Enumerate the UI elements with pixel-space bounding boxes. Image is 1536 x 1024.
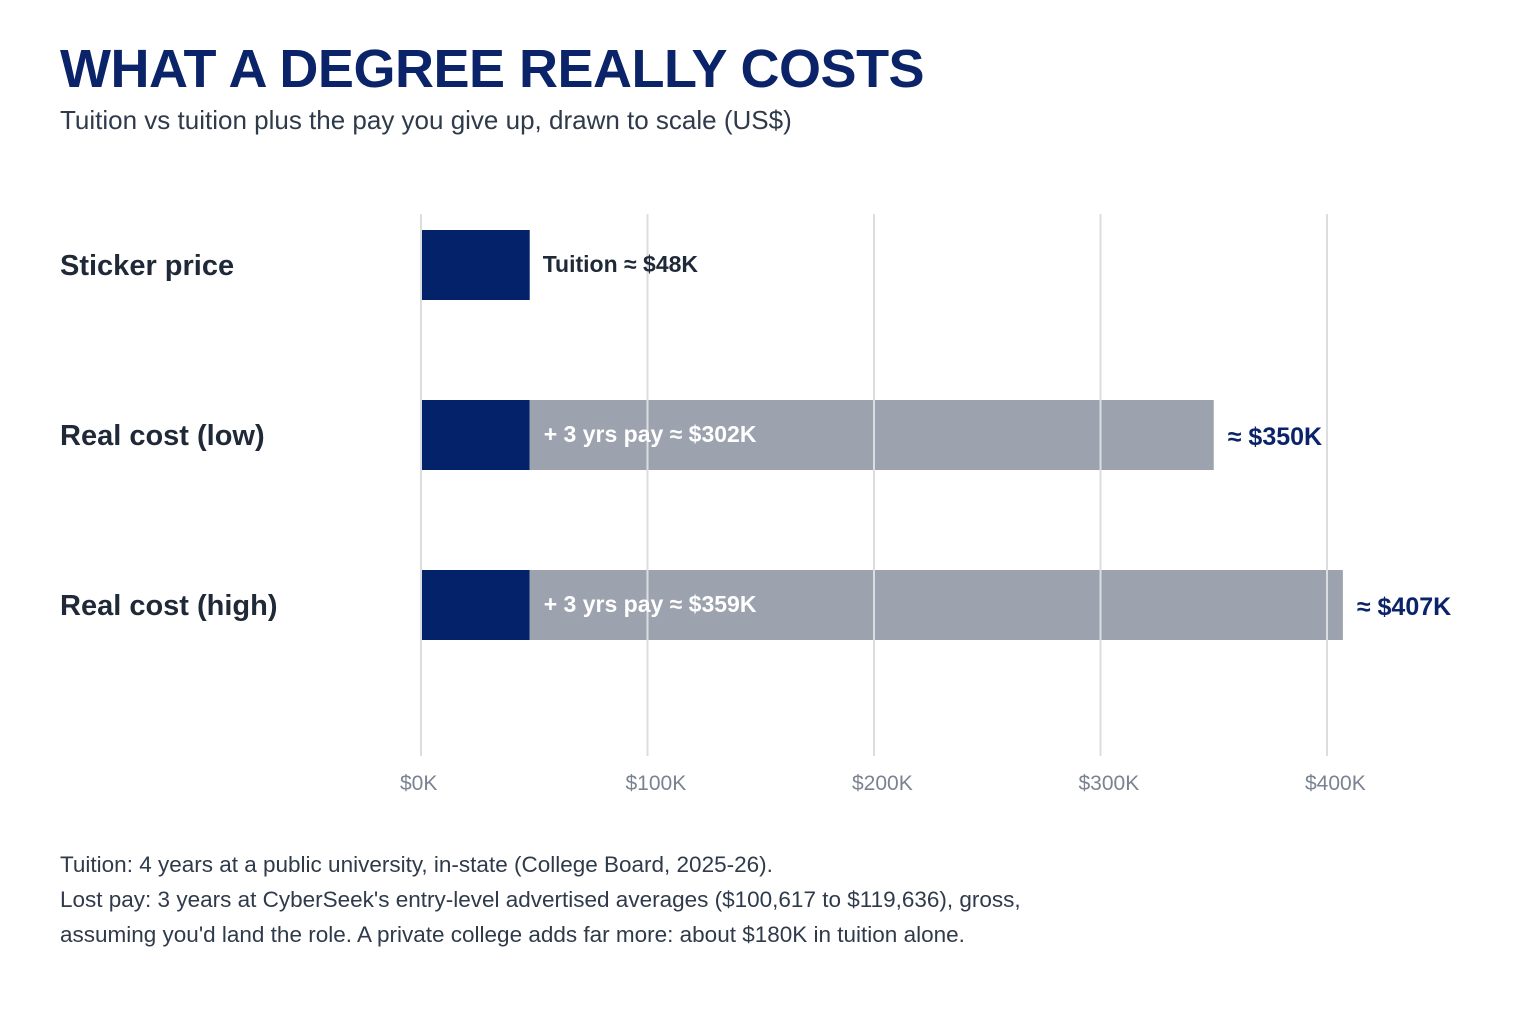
category-label: Real cost (low) [60,420,265,452]
bar-tuition [421,230,530,300]
category-label: Sticker price [60,250,234,282]
bar-lost-pay [529,570,1343,640]
footnote-lost-pay: Lost pay: 3 years at CyberSeek's entry-l… [60,887,1021,912]
chart-subtitle: Tuition vs tuition plus the pay you give… [60,105,792,135]
footnote-assumption: assuming you'd land the role. A private … [60,922,965,947]
data-label-tuition: Tuition ≈ $48K [543,251,699,277]
category-label: Real cost (high) [60,590,278,622]
footnote-tuition: Tuition: 4 years at a public university,… [60,852,773,877]
footnotes: Tuition: 4 years at a public university,… [60,847,1021,952]
x-tick-label: $100K [626,772,687,795]
data-label-total: ≈ $350K [1228,423,1322,451]
bar-tuition [421,400,530,470]
x-tick-label: $200K [852,772,913,795]
x-tick-label: $0K [400,772,437,795]
gridlines-layer [420,214,1328,756]
bar-tuition [421,570,530,640]
data-label-lost-pay: + 3 yrs pay ≈ $359K [544,591,757,617]
bars-layer [421,230,1343,640]
x-tick-label: $300K [1079,772,1140,795]
data-label-lost-pay: + 3 yrs pay ≈ $302K [544,421,757,447]
data-label-total: ≈ $407K [1357,593,1451,621]
labels-layer: Sticker price Tuition ≈ $48K Real cost (lo… [60,250,1451,795]
chart-title: WHAT A DEGREE REALLY COSTS [60,39,925,99]
x-tick-label: $400K [1305,772,1366,795]
